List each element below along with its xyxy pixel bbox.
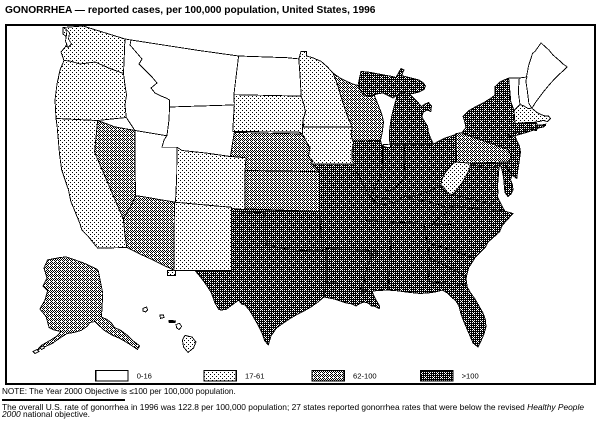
svg-text:>100: >100 (462, 371, 479, 380)
svg-text:17-61: 17-61 (245, 371, 264, 380)
svg-text:62-100: 62-100 (353, 371, 377, 380)
svg-text:0-16: 0-16 (137, 371, 152, 380)
